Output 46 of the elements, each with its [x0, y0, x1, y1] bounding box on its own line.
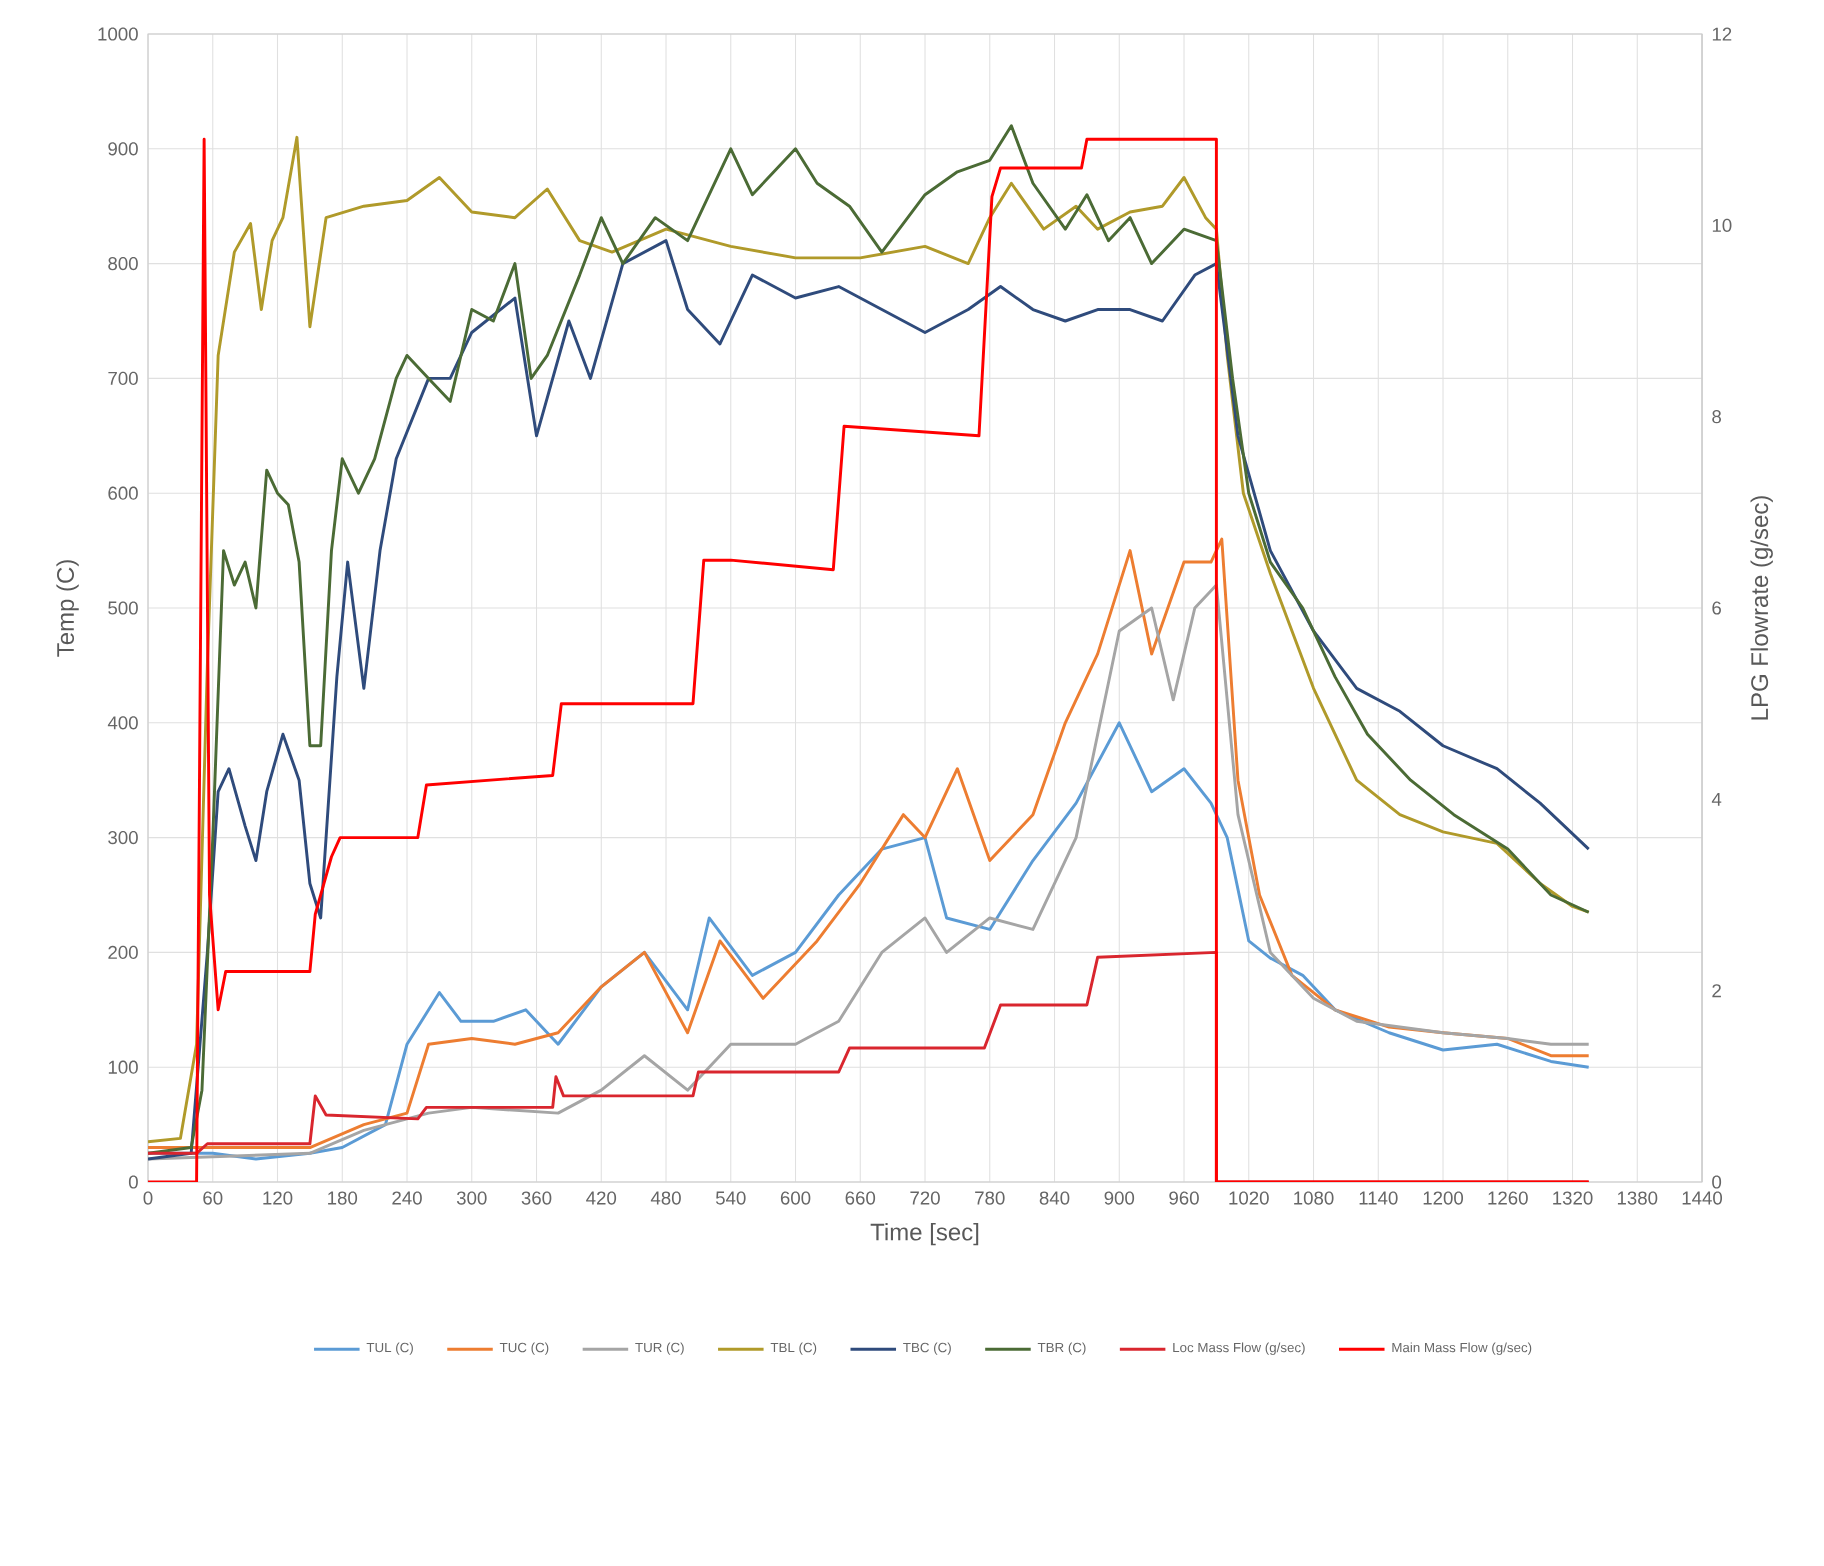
x-tick-label: 720 [910, 1191, 940, 1205]
y-tick-label: 800 [108, 257, 138, 271]
x-tick-label: 840 [1039, 1191, 1070, 1205]
y2-axis-title: LPG Flowrate (g/sec) [1750, 496, 1773, 720]
y2-tick-label: 2 [1712, 984, 1721, 998]
y-tick-label: 600 [108, 486, 138, 500]
y-tick-label: 200 [108, 945, 138, 959]
x-axis-title: Time [sec] [870, 1222, 979, 1246]
y2-tick-label: 6 [1712, 601, 1721, 615]
x-tick-label: 480 [650, 1191, 681, 1205]
x-tick-label: 300 [456, 1191, 487, 1205]
x-tick-label: 240 [392, 1191, 422, 1205]
x-tick-label: 1200 [1423, 1191, 1464, 1205]
y2-tick-label: 12 [1712, 27, 1732, 41]
y-tick-label: 400 [107, 716, 138, 730]
x-tick-label: 780 [975, 1191, 1005, 1205]
y-tick-label: 0 [128, 1175, 138, 1189]
y-tick-label: 700 [108, 371, 138, 385]
x-tick-label: 360 [521, 1191, 552, 1205]
y-tick-label: 1000 [98, 27, 138, 41]
y-tick-label: 900 [108, 142, 138, 156]
x-tick-label: 60 [203, 1191, 223, 1205]
x-tick-label: 600 [780, 1191, 811, 1205]
x-tick-label: 180 [328, 1191, 358, 1205]
y-tick-label: 500 [108, 601, 138, 615]
y-tick-label: 300 [108, 831, 138, 845]
x-tick-label: 120 [263, 1191, 293, 1205]
y2-tick-label: 4 [1711, 792, 1722, 806]
x-tick-label: 0 [143, 1191, 153, 1205]
x-tick-label: 1020 [1229, 1191, 1269, 1205]
x-tick-label: 420 [586, 1191, 617, 1205]
y2-tick-label: 10 [1712, 218, 1732, 232]
y2-tick-label: 8 [1712, 410, 1722, 424]
x-tick-label: 1080 [1294, 1191, 1334, 1205]
x-tick-label: 660 [845, 1191, 876, 1205]
x-tick-label: 1320 [1553, 1191, 1593, 1205]
x-tick-label: 540 [715, 1191, 746, 1205]
x-tick-label: 900 [1104, 1191, 1135, 1205]
x-tick-label: 1380 [1617, 1191, 1658, 1205]
x-tick-label: 1140 [1359, 1191, 1398, 1205]
y-tick-label: 100 [108, 1060, 138, 1074]
x-tick-label: 1260 [1488, 1191, 1528, 1205]
y-axis-title: Temp (C) [56, 560, 79, 657]
x-tick-label: 1440 [1682, 1191, 1723, 1205]
x-tick-label: 960 [1169, 1191, 1199, 1205]
y2-tick-label: 0 [1712, 1175, 1722, 1189]
